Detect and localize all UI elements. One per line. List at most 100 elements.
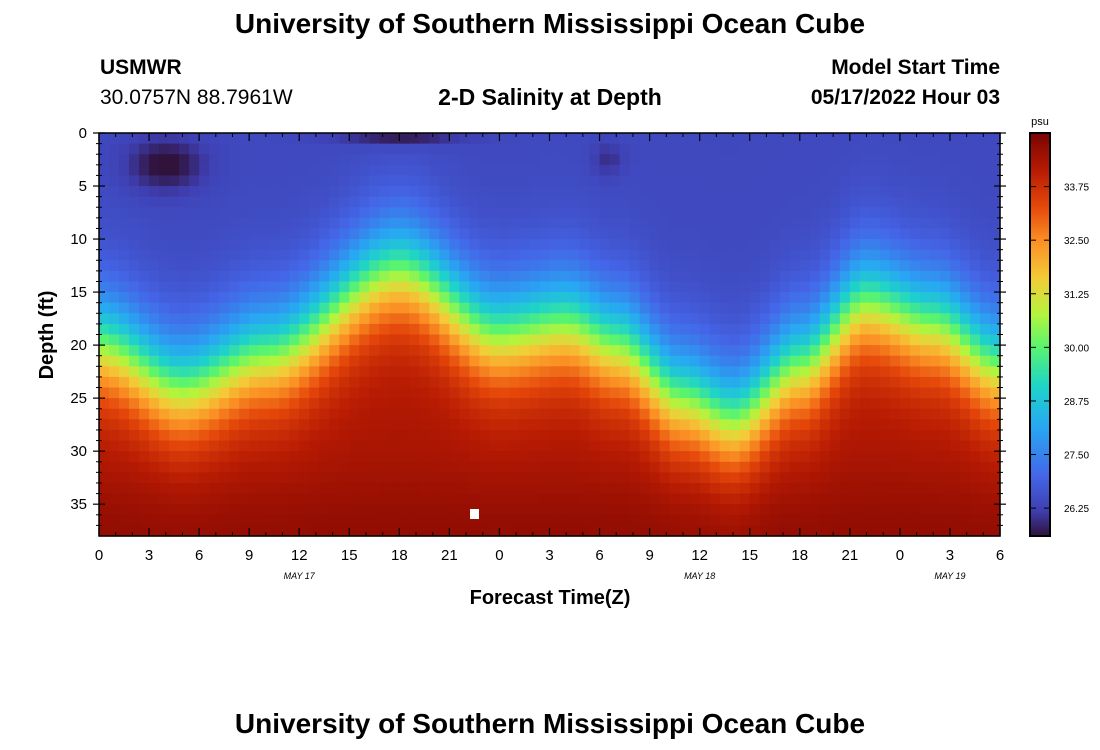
heatmap-cell: [989, 525, 1001, 537]
heatmap-cell: [229, 472, 240, 484]
heatmap-cell: [809, 302, 821, 314]
heatmap-cell: [399, 366, 410, 378]
heatmap-cell: [259, 154, 270, 166]
heatmap-cell: [789, 334, 801, 346]
heatmap-cell: [439, 429, 450, 442]
heatmap-cell: [939, 270, 951, 283]
heatmap-cell: [789, 387, 801, 399]
heatmap-cell: [989, 429, 1001, 442]
heatmap-cell: [869, 302, 881, 314]
heatmap-cell: [729, 249, 741, 261]
heatmap-cell: [339, 196, 350, 208]
heatmap-cell: [219, 514, 230, 526]
heatmap-cell: [339, 514, 350, 526]
heatmap-cell: [899, 440, 911, 452]
heatmap-cell: [769, 260, 781, 272]
heatmap-cell: [659, 207, 671, 219]
heatmap-cell: [779, 525, 791, 537]
heatmap-cell: [779, 451, 791, 463]
heatmap-cell: [909, 228, 921, 240]
heatmap-cell: [99, 133, 110, 145]
heatmap-cell: [419, 504, 430, 516]
heatmap-cell: [869, 323, 881, 336]
heatmap-cell: [889, 493, 901, 505]
heatmap-cell: [969, 525, 981, 537]
heatmap-cell: [139, 366, 150, 378]
heatmap-cell: [359, 133, 370, 145]
heatmap-cell: [609, 451, 621, 463]
heatmap-cell: [679, 323, 691, 336]
heatmap-cell: [159, 143, 170, 155]
heatmap-cell: [899, 355, 911, 367]
heatmap-cell: [749, 514, 761, 526]
heatmap-cell: [499, 239, 511, 251]
heatmap-cell: [289, 186, 300, 198]
heatmap-cell: [859, 504, 871, 516]
heatmap-cell: [769, 334, 781, 346]
heatmap-cell: [979, 186, 991, 198]
heatmap-cell: [619, 514, 631, 526]
heatmap-cell: [429, 143, 440, 155]
heatmap-cell: [619, 440, 631, 452]
heatmap-cell: [219, 175, 230, 187]
heatmap-cell: [819, 154, 831, 166]
heatmap-cell: [469, 186, 481, 198]
heatmap-cell: [509, 334, 521, 346]
heatmap-cell: [779, 249, 791, 261]
heatmap-cell: [679, 164, 691, 177]
heatmap-cell: [419, 239, 430, 251]
heatmap-cell: [139, 196, 150, 208]
heatmap-cell: [729, 504, 741, 516]
heatmap-cell: [759, 504, 771, 516]
heatmap-cell: [239, 186, 250, 198]
heatmap-cell: [809, 525, 821, 537]
heatmap-cell: [179, 292, 190, 304]
heatmap-cell: [239, 154, 250, 166]
heatmap-cell: [519, 249, 531, 261]
heatmap-cell: [359, 472, 370, 484]
heatmap-cell: [569, 292, 581, 304]
heatmap-cell: [619, 239, 631, 251]
heatmap-cell: [789, 323, 801, 336]
heatmap-cell: [919, 228, 931, 240]
heatmap-cell: [499, 504, 511, 516]
heatmap-cell: [629, 133, 641, 145]
heatmap-cell: [459, 525, 471, 537]
heatmap-cell: [389, 186, 400, 198]
heatmap-cell: [589, 345, 601, 357]
heatmap-cell: [259, 355, 270, 367]
heatmap-cell: [389, 217, 400, 230]
heatmap-cell: [569, 186, 581, 198]
heatmap-cell: [809, 239, 821, 251]
heatmap-cell: [989, 207, 1001, 219]
heatmap-cell: [679, 419, 691, 431]
heatmap-cell: [269, 302, 280, 314]
heatmap-cell: [539, 419, 551, 431]
heatmap-cell: [349, 493, 360, 505]
heatmap-cell: [819, 207, 831, 219]
heatmap-cell: [669, 228, 681, 240]
heatmap-cell: [499, 345, 511, 357]
heatmap-cell: [729, 207, 741, 219]
heatmap-cell: [149, 419, 160, 431]
heatmap-cell: [229, 207, 240, 219]
heatmap-cell: [109, 133, 120, 145]
x-tick-label: 18: [391, 547, 408, 564]
heatmap-cell: [899, 461, 911, 473]
heatmap-cell: [519, 493, 531, 505]
heatmap-cell: [539, 228, 551, 240]
heatmap-cell: [629, 302, 641, 314]
heatmap-cell: [109, 207, 120, 219]
heatmap-cell: [489, 345, 501, 357]
heatmap-cell: [209, 207, 220, 219]
heatmap-cell: [209, 186, 220, 198]
heatmap-cell: [749, 525, 761, 537]
heatmap-cell: [149, 175, 160, 187]
heatmap-cell: [569, 398, 581, 410]
heatmap-cell: [679, 472, 691, 484]
heatmap-cell: [249, 525, 260, 537]
heatmap-cell: [539, 504, 551, 516]
heatmap-cell: [239, 345, 250, 357]
heatmap-cell: [559, 504, 571, 516]
heatmap-cell: [789, 196, 801, 208]
